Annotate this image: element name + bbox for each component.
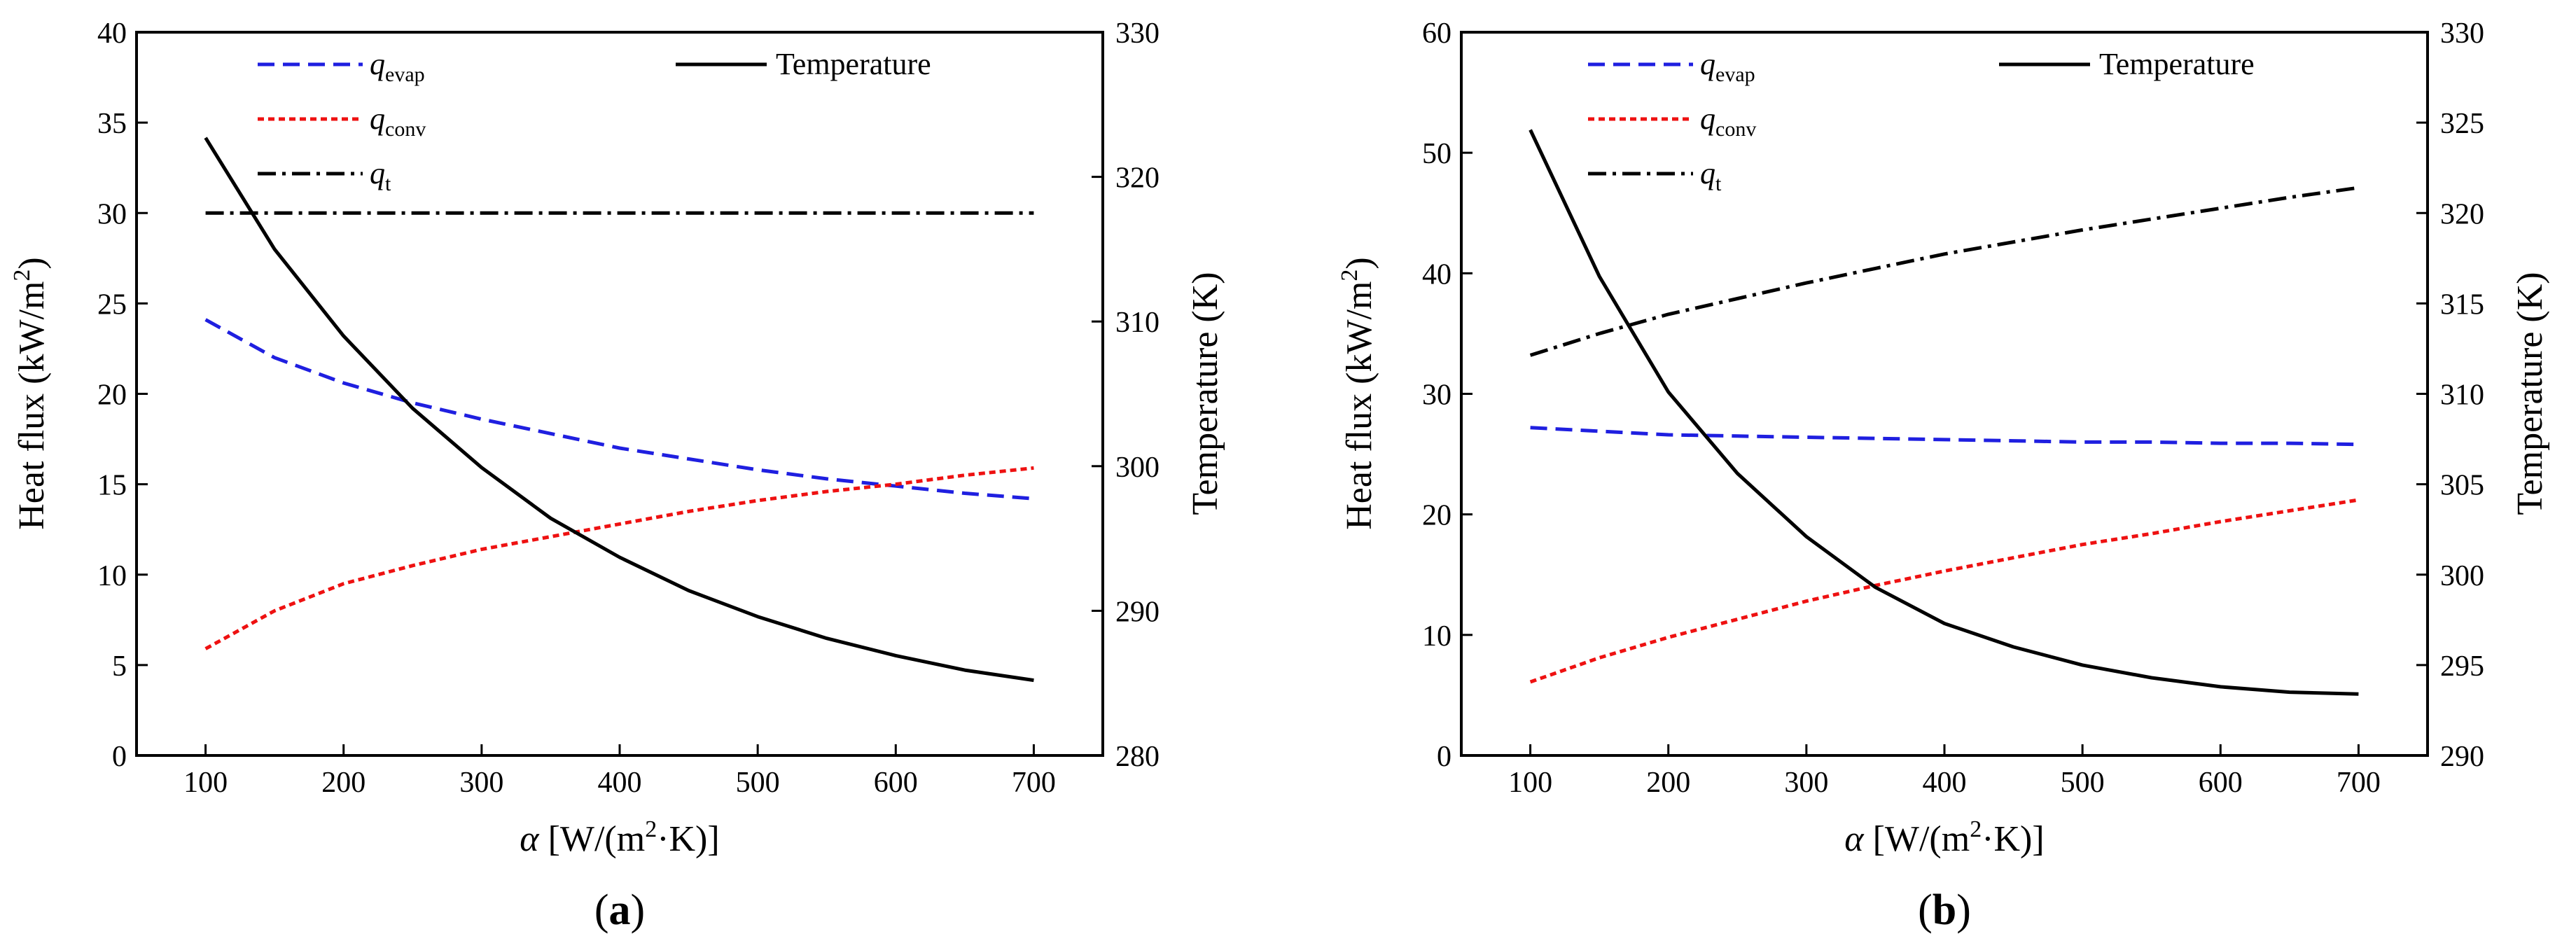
x-tick-label-a-600: 600 [874,767,918,799]
y2-tick-label-b-290: 290 [2440,741,2484,773]
legend-label-temperature-a: Temperature [776,47,931,81]
series-line-q-conv-a [204,466,1034,650]
series-line-temperature-b [1529,129,2359,696]
y-tick-label-b-60: 60 [1422,18,1451,50]
series-line-temperature-a [204,137,1034,683]
y-tick-label-a-25: 25 [97,288,127,321]
chart-marks-b: 100 200 300 400 500 600 700 0 10 20 30 40 50 60 290 295… [1422,18,2484,799]
x-tick-label-a-300: 300 [459,767,503,799]
chart-panel-b: 100 200 300 400 500 600 700 0 10 20 30 40 50 60 290 295… [1337,18,2550,934]
y-tick-label-b-40: 40 [1422,258,1451,291]
y-tick-label-a-20: 20 [97,379,127,412]
series-line-q-conv-b [1529,498,2359,684]
y2-axis-title-a: Temperature (K) [1185,272,1225,515]
x-tick-label-a-200: 200 [321,767,365,799]
legend-label-qconv-b: qconv [1700,102,1756,141]
y-axis-title-b: Heat flux (kW/m2) [1337,257,1379,530]
y-tick-label-a-35: 35 [97,108,127,140]
x-tick-label-a-700: 700 [1012,767,1056,799]
y-tick-label-b-0: 0 [1437,741,1451,773]
x-tick-label-b-400: 400 [1923,767,1967,799]
y-tick-label-a-0: 0 [112,741,127,773]
x-tick-label-b-200: 200 [1646,767,1690,799]
x-axis-title-a: α [W/(m2·K)] [520,816,719,859]
legend-label-qevap-a: qevap [370,47,425,86]
x-tick-label-a-100: 100 [183,767,228,799]
legend-label-qt-a: qt [370,156,391,195]
series-line-q-evap-a [204,318,1034,501]
y-axis-title-a: Heat flux (kW/m2) [9,257,52,530]
chart-panel-a: 100 200 300 400 500 600 700 0 5 10 15 20 25 30 35 40 280… [9,18,1225,934]
x-tick-label-a-500: 500 [736,767,780,799]
y-tick-label-b-10: 10 [1422,620,1451,653]
y2-tick-label-a-310: 310 [1115,307,1160,339]
x-tick-label-b-700: 700 [2337,767,2381,799]
legend-label-qt-b: qt [1700,156,1722,195]
y2-axis-title-b: Temperature (K) [2510,272,2550,515]
y-tick-label-a-5: 5 [112,650,127,683]
panel-label-a: (a) [594,886,645,934]
y2-tick-label-b-310: 310 [2440,379,2484,412]
y2-tick-label-a-290: 290 [1115,596,1160,628]
y2-tick-label-b-330: 330 [2440,18,2484,50]
y-tick-label-a-10: 10 [97,560,127,592]
legend-label-temperature-b: Temperature [2099,47,2255,81]
y2-tick-label-b-295: 295 [2440,650,2484,683]
series-line-q-evap-b [1530,426,2359,447]
plot-frame-a [135,31,1104,757]
y2-tick-label-b-305: 305 [2440,470,2484,502]
legend-label-qevap-b: qevap [1700,47,1755,86]
x-tick-label-b-300: 300 [1784,767,1828,799]
panel-label-b: (b) [1918,886,1971,934]
y2-tick-label-a-300: 300 [1115,452,1160,484]
plot-frame-b [1460,31,2429,757]
y-tick-label-a-40: 40 [97,18,127,50]
chart-marks-a: 100 200 300 400 500 600 700 0 5 10 15 20 25 30 35 40 280… [97,18,1160,799]
y-tick-label-b-20: 20 [1422,500,1451,532]
series-line-q-t-b [1529,186,2359,357]
legend-a: qevap qconv qt Temperature [258,47,931,195]
x-tick-label-a-400: 400 [598,767,642,799]
y2-tick-label-a-320: 320 [1115,162,1160,195]
y2-tick-label-a-330: 330 [1115,18,1160,50]
x-tick-label-b-100: 100 [1508,767,1552,799]
legend-b: qevap qconv qt Temperature [1588,47,2255,195]
y2-tick-label-a-280: 280 [1115,741,1160,773]
x-tick-label-b-600: 600 [2199,767,2243,799]
y-tick-label-b-30: 30 [1422,379,1451,412]
legend-label-qconv-a: qconv [370,102,426,141]
y-tick-label-b-50: 50 [1422,138,1451,170]
y2-tick-label-b-320: 320 [2440,198,2484,230]
y-tick-label-a-30: 30 [97,198,127,230]
x-axis-title-b: α [W/(m2·K)] [1844,816,2044,859]
x-tick-label-b-500: 500 [2061,767,2105,799]
y2-tick-label-b-315: 315 [2440,288,2484,321]
y-tick-label-a-15: 15 [97,470,127,502]
y2-tick-label-b-325: 325 [2440,108,2484,140]
y2-tick-label-b-300: 300 [2440,560,2484,592]
